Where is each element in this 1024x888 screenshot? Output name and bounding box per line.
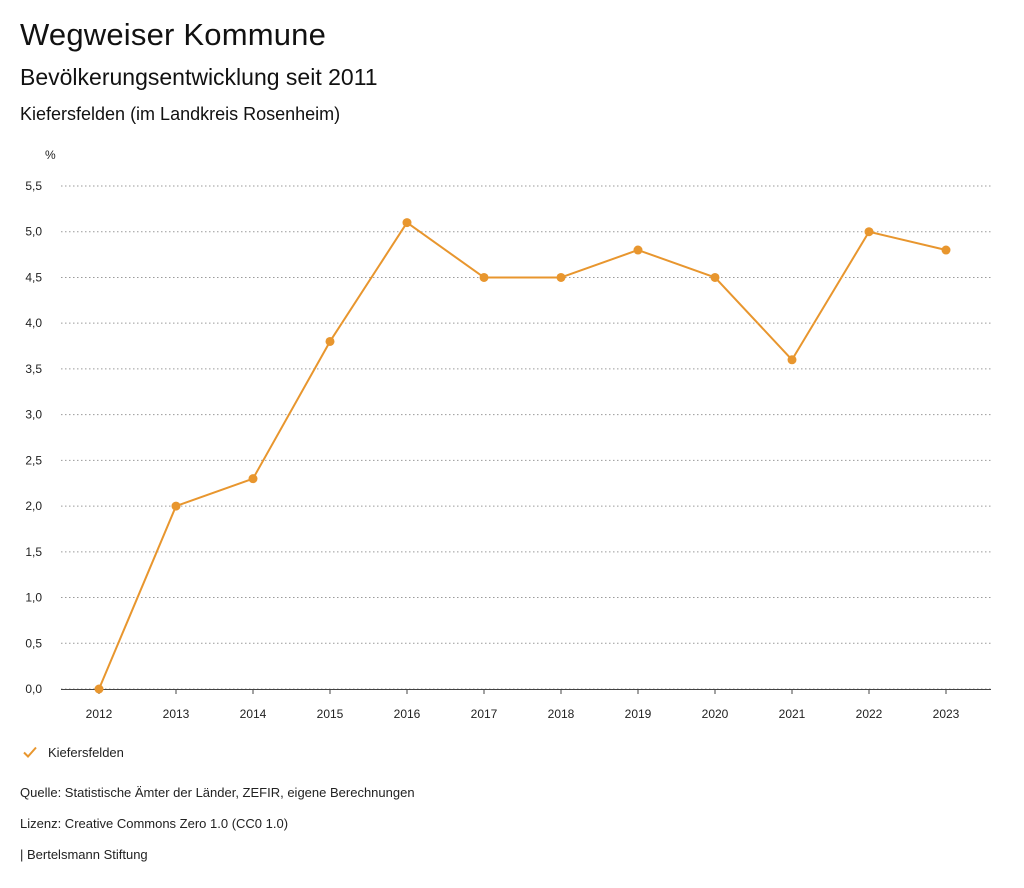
y-tick-label: 3,0 [25, 408, 42, 422]
y-tick-label: 2,5 [25, 453, 42, 467]
chart-title: Wegweiser Kommune [20, 17, 327, 52]
x-tick-label: 2012 [86, 707, 113, 721]
region-label: Kiefersfelden (im Landkreis Rosenheim) [20, 104, 341, 124]
x-tick-label: 2018 [548, 707, 575, 721]
y-tick-label: 0,0 [25, 682, 42, 696]
chart-subtitle: Bevölkerungsentwicklung seit 2011 [20, 64, 378, 90]
brand-note: | Bertelsmann Stiftung [20, 847, 148, 862]
data-point [787, 355, 797, 365]
data-point [633, 245, 643, 255]
data-point [325, 336, 335, 346]
y-tick-label: 1,5 [25, 545, 42, 559]
data-point [710, 272, 720, 282]
y-tick-label: 5,5 [25, 179, 42, 193]
x-tick-label: 2013 [163, 707, 190, 721]
check-icon [23, 746, 37, 758]
x-tick-label: 2022 [856, 707, 883, 721]
x-tick-label: 2016 [394, 707, 421, 721]
y-tick-label: 1,0 [25, 591, 42, 605]
y-tick-label: 4,5 [25, 270, 42, 284]
x-tick-label: 2014 [240, 707, 267, 721]
x-tick-label: 2021 [779, 707, 806, 721]
y-tick-label: 2,0 [25, 499, 42, 513]
x-tick-label: 2023 [933, 707, 960, 721]
line-chart: % 0,0 0,5 1,0 1,5 2,0 2,5 3,0 3,5 4,0 4,5 5,0 5,5 201… [25, 148, 991, 721]
legend-label: Kiefersfelden [48, 744, 124, 760]
data-point [479, 272, 489, 282]
x-tick-label: 2020 [702, 707, 729, 721]
data-point [864, 227, 874, 237]
y-tick-label: 0,5 [25, 636, 42, 650]
y-tick-label: 3,5 [25, 362, 42, 376]
data-point [248, 474, 258, 484]
data-point [941, 245, 951, 255]
x-tick-label: 2015 [317, 707, 344, 721]
data-point [171, 501, 181, 511]
legend[interactable]: Kiefersfelden [22, 744, 124, 760]
data-point [402, 218, 412, 228]
y-tick-label: 5,0 [25, 225, 42, 239]
y-tick-label: 4,0 [25, 316, 42, 330]
license-note: Lizenz: Creative Commons Zero 1.0 (CC0 1… [20, 816, 289, 831]
x-tick-label: 2017 [471, 707, 498, 721]
series-line [98, 221, 947, 690]
x-tick-label: 2019 [625, 707, 652, 721]
data-point [556, 272, 566, 282]
source-note: Quelle: Statistische Ämter der Länder, Z… [20, 785, 415, 800]
data-point [94, 684, 104, 694]
y-axis-unit: % [45, 148, 56, 162]
